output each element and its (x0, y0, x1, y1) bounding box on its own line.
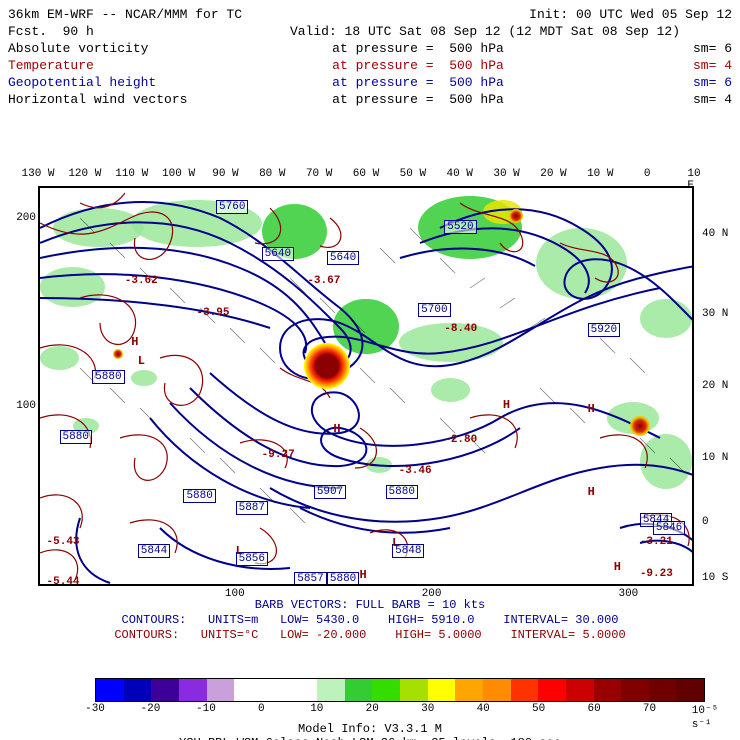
colorbar-segment-5[interactable] (234, 679, 262, 701)
temperature-value-6: -8.40 (444, 323, 477, 335)
longitude-tick-5: 80 W (259, 168, 285, 180)
row-windvectors: Horizontal wind vectors at pressure = 50… (8, 91, 732, 108)
colorbar-segment-21[interactable] (676, 679, 704, 701)
temperature-value-3: -3.67 (307, 275, 340, 287)
colorbar-segment-4[interactable] (207, 679, 235, 701)
colorbar-segment-13[interactable] (455, 679, 483, 701)
colorbar-segment-18[interactable] (594, 679, 622, 701)
right-axis-latitude-tick-0: 40 N (702, 228, 728, 240)
model-info-block: Model Info: V3.3.1 M YSU PBL WSM 6class … (0, 722, 740, 740)
row-geopotential: Geopotential height at pressure = 500 hP… (8, 74, 732, 91)
longitude-tick-6: 70 W (306, 168, 332, 180)
left-axis-tick-0: 200 (4, 212, 36, 224)
title-right: Init: 00 UTC Wed 05 Sep 12 (529, 6, 732, 23)
longitude-tick-2: 110 W (115, 168, 148, 180)
colorbar-tick-1: -20 (141, 703, 161, 715)
header-block: 36km EM-WRF -- NCAR/MMM for TC Init: 00 … (8, 6, 732, 108)
temperature-labels: -5.44 -5.43 -3.62 -3.67 -3.95 -3.46 -8.40 -2.80… (40, 188, 692, 584)
colorbar-tick-3: 0 (258, 703, 265, 715)
vorticity-colorbar[interactable] (95, 678, 705, 702)
colorbar-segment-10[interactable] (372, 679, 400, 701)
right-axis-latitude-tick-5: 10 S (702, 572, 728, 584)
colorbar-segment-8[interactable] (317, 679, 345, 701)
left-axis: 200 100 (4, 186, 36, 586)
left-axis-tick-1: 100 (4, 400, 36, 412)
temperature-value-10: -9.23 (640, 568, 673, 580)
colorbar-segment-2[interactable] (151, 679, 179, 701)
colorbar-segment-3[interactable] (179, 679, 207, 701)
colorbar-segment-19[interactable] (621, 679, 649, 701)
colorbar-tick-9: 60 (587, 703, 600, 715)
temperature-value-5: -3.46 (399, 465, 432, 477)
temperature-value-2: -3.62 (125, 275, 158, 287)
colorbar-tick-6: 30 (421, 703, 434, 715)
longitude-tick-10: 30 W (493, 168, 519, 180)
valid-value: Valid: 18 UTC Sat 08 Sep 12 (12 MDT Sat … (238, 23, 732, 40)
contour1-line: CONTOURS: UNITS=m LOW= 5430.0 HIGH= 5910… (0, 613, 740, 628)
barb-vector-line: BARB VECTORS: FULL BARB = 10 kts (0, 598, 740, 613)
right-axis-latitude-tick-2: 20 N (702, 380, 728, 392)
colorbar-tick-2: -10 (196, 703, 216, 715)
colorbar-segment-7[interactable] (289, 679, 317, 701)
longitude-tick-13: 0 (644, 168, 651, 180)
longitude-tick-0: 130 W (21, 168, 54, 180)
legend-block: BARB VECTORS: FULL BARB = 10 kts CONTOUR… (0, 598, 740, 643)
weather-chart-page: 36km EM-WRF -- NCAR/MMM for TC Init: 00 … (0, 0, 740, 740)
colorbar-segment-12[interactable] (428, 679, 456, 701)
contour2-line: CONTOURS: UNITS=°C LOW= -20.000 HIGH= 5.… (0, 628, 740, 643)
fcst-value: 90 h (63, 24, 94, 39)
colorbar-tick-0: -30 (85, 703, 105, 715)
colorbar-segment-15[interactable] (511, 679, 539, 701)
colorbar-segment-0[interactable] (96, 679, 124, 701)
colorbar-segment-11[interactable] (400, 679, 428, 701)
colorbar-segment-16[interactable] (538, 679, 566, 701)
colorbar-tick-7: 40 (477, 703, 490, 715)
colorbar-segment-6[interactable] (262, 679, 290, 701)
temperature-value-9: -3.21 (640, 536, 673, 548)
row-vorticity: Absolute vorticity at pressure = 500 hPa… (8, 40, 732, 57)
right-axis-latitude: 40 N 30 N 20 N 10 N 0 10 S (698, 186, 738, 586)
longitude-tick-4: 90 W (212, 168, 238, 180)
longitude-tick-12: 10 W (587, 168, 613, 180)
longitude-axis: 130 W 120 W 110 W 100 W 90 W 80 W 70 W 60 W 50 W… (38, 168, 694, 184)
longitude-tick-11: 20 W (540, 168, 566, 180)
colorbar-ticks: -30 -20 -10 0 10 20 30 40 50 60 70 10⁻⁵ s⁻¹ (95, 703, 705, 717)
colorbar-segment-9[interactable] (345, 679, 373, 701)
temperature-value-4: -3.95 (196, 307, 229, 319)
longitude-tick-7: 60 W (353, 168, 379, 180)
colorbar-segment-1[interactable] (124, 679, 152, 701)
right-axis-latitude-tick-4: 0 (702, 516, 709, 528)
colorbar-segment-14[interactable] (483, 679, 511, 701)
longitude-tick-9: 40 W (447, 168, 473, 180)
colorbar-tick-5: 20 (366, 703, 379, 715)
colorbar-tick-4: 10 (310, 703, 323, 715)
colorbar-tick-10: 70 (643, 703, 656, 715)
temperature-value-8: -9.27 (262, 449, 295, 461)
map-container[interactable]: 5760 5520 5640 5640 5700 5920 5880 5880 5880 5887… (38, 186, 694, 586)
colorbar-tick-8: 50 (532, 703, 545, 715)
temperature-value-0: -5.44 (47, 576, 80, 586)
colorbar-segment-20[interactable] (649, 679, 677, 701)
temperature-value-7: -2.80 (444, 434, 477, 446)
right-axis-latitude-tick-1: 30 N (702, 308, 728, 320)
longitude-tick-3: 100 W (162, 168, 195, 180)
right-axis-latitude-tick-3: 10 N (702, 452, 728, 464)
map-frame[interactable]: 5760 5520 5640 5640 5700 5920 5880 5880 5880 5887… (38, 186, 694, 586)
temperature-value-1: -5.43 (47, 536, 80, 548)
longitude-tick-8: 50 W (400, 168, 426, 180)
colorbar-segment-17[interactable] (566, 679, 594, 701)
row-temperature: Temperature at pressure = 500 hPa sm= 4 (8, 57, 732, 74)
title-left: 36km EM-WRF -- NCAR/MMM for TC (8, 6, 242, 23)
longitude-tick-1: 120 W (68, 168, 101, 180)
fcst-label: Fcst. (8, 24, 47, 39)
